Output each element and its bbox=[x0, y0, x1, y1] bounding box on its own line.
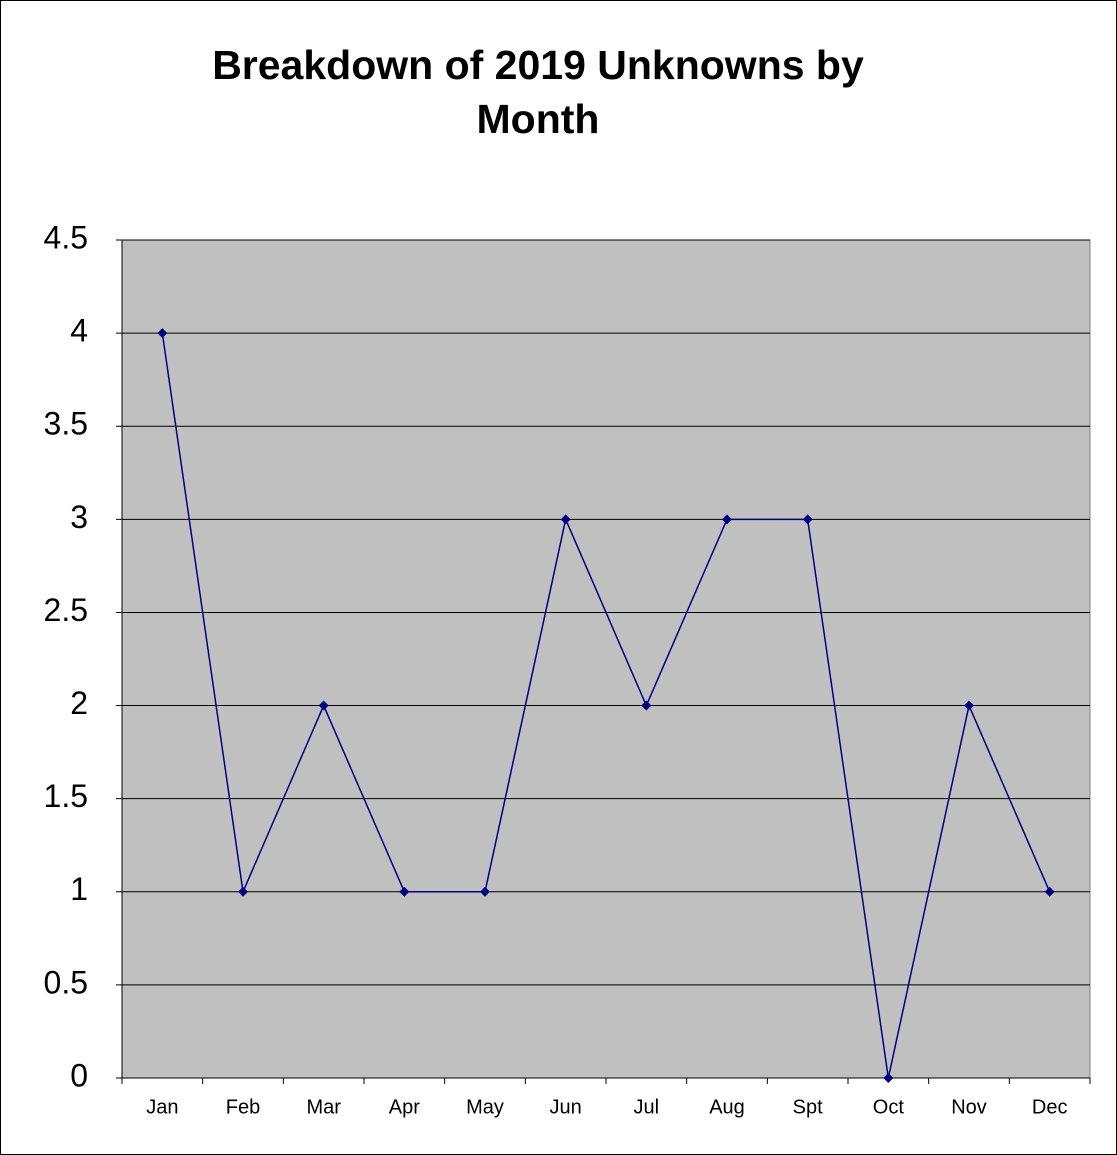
x-tick-label: Spt bbox=[793, 1096, 823, 1118]
x-tick-label: Aug bbox=[709, 1096, 745, 1118]
y-tick-label: 3.5 bbox=[44, 406, 88, 442]
marker bbox=[964, 700, 974, 711]
plot-area bbox=[121, 239, 1091, 1079]
marker bbox=[560, 514, 571, 525]
chart-title: Breakdown of 2019 Unknowns by Month bbox=[212, 42, 864, 142]
marker bbox=[318, 700, 329, 711]
y-tick-label: 0 bbox=[70, 1057, 88, 1093]
x-tick-label: May bbox=[466, 1096, 504, 1118]
x-tick-label: Feb bbox=[226, 1096, 260, 1118]
y-tick-label: 0.5 bbox=[44, 964, 88, 1000]
y-tick-label: 4.5 bbox=[44, 219, 88, 255]
x-tick-label: Jul bbox=[634, 1096, 660, 1118]
marker bbox=[238, 886, 248, 897]
y-tick-label: 1 bbox=[70, 871, 88, 907]
x-tick-label: Jan bbox=[146, 1096, 178, 1118]
marker bbox=[722, 514, 732, 525]
x-tick-label: Nov bbox=[951, 1096, 987, 1118]
y-tick-label: 1.5 bbox=[44, 778, 88, 814]
x-tick-label: Oct bbox=[873, 1096, 905, 1118]
marker bbox=[480, 886, 490, 897]
marker bbox=[883, 1073, 894, 1083]
x-tick-label: Dec bbox=[1032, 1096, 1068, 1118]
x-tick-label: Jun bbox=[550, 1096, 582, 1118]
y-tick-label: 2 bbox=[70, 685, 88, 721]
y-tick-label: 4 bbox=[70, 313, 88, 349]
marker bbox=[802, 514, 813, 525]
y-tick-label: 3 bbox=[70, 499, 88, 535]
line bbox=[161, 333, 1051, 1079]
marker bbox=[399, 886, 410, 897]
marker bbox=[157, 328, 168, 339]
marker bbox=[641, 700, 652, 711]
x-tick-label: Mar bbox=[306, 1096, 341, 1118]
y-tick-label: 2.5 bbox=[44, 592, 88, 628]
x-tick-label: Apr bbox=[389, 1096, 420, 1118]
marker bbox=[1044, 886, 1055, 897]
